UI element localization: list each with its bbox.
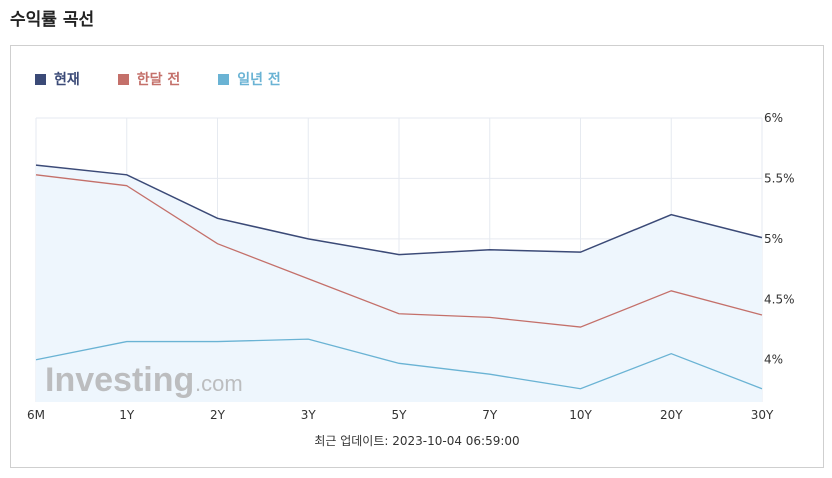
last-updated: 최근 업데이트: 2023-10-04 06:59:00 (314, 434, 520, 448)
legend-label-current: 현재 (54, 72, 80, 88)
x-tick-label: 2Y (210, 408, 226, 422)
x-tick-label: 7Y (482, 408, 498, 422)
watermark-suffix: .com (195, 371, 243, 396)
legend-swatch-month-ago (117, 73, 129, 85)
legend-swatch-current (35, 73, 46, 85)
legend-label-month-ago: 한달 전 (136, 72, 181, 88)
series-layer (35, 164, 763, 390)
watermark-brand: Investing (45, 361, 194, 399)
x-tick-label: 10Y (569, 408, 592, 422)
series-line-2 (35, 338, 763, 390)
page-title: 수익률 곡선 (10, 10, 95, 30)
legend-item-year-ago[interactable]: 일년 전 (218, 69, 281, 89)
yield-curve-chart: Investing .com 4% 4.5% 5% 5.5% 6% 6M 1Y 2Y 3Y 5Y… (27, 111, 795, 422)
investing-watermark: Investing .com (45, 361, 243, 399)
y-tick-label: 4.5% (764, 292, 795, 306)
y-tick-label: 5% (764, 232, 783, 246)
legend-swatch-year-ago (218, 73, 230, 85)
area-fill-current (36, 165, 762, 402)
x-tick-label: 5Y (392, 408, 408, 422)
x-tick-label: 6M (27, 408, 45, 422)
chart-legend: 현재 한달 전 일년 전 (35, 69, 281, 89)
x-tick-label: 20Y (660, 408, 683, 422)
x-tick-label: 30Y (751, 408, 774, 422)
y-tick-label: 4% (764, 353, 783, 367)
legend-label-year-ago: 일년 전 (237, 72, 281, 88)
legend-item-current[interactable]: 현재 (35, 69, 80, 89)
series-line-0 (35, 164, 763, 256)
chart-container: 현재 한달 전 일년 전 Investing .com 4% 4.5% 5% 5.5%… (10, 45, 824, 468)
y-tick-label: 5.5% (764, 171, 795, 185)
y-tick-label: 6% (764, 111, 783, 125)
x-tick-label: 1Y (119, 408, 135, 422)
legend-item-month-ago[interactable]: 한달 전 (117, 69, 181, 89)
x-tick-label: 3Y (301, 408, 317, 422)
y-axis-ticks: 4% 4.5% 5% 5.5% 6% (764, 111, 795, 367)
x-axis-ticks: 6M 1Y 2Y 3Y 5Y 7Y 10Y 20Y 30Y (27, 408, 774, 422)
series-line-1 (35, 174, 763, 328)
